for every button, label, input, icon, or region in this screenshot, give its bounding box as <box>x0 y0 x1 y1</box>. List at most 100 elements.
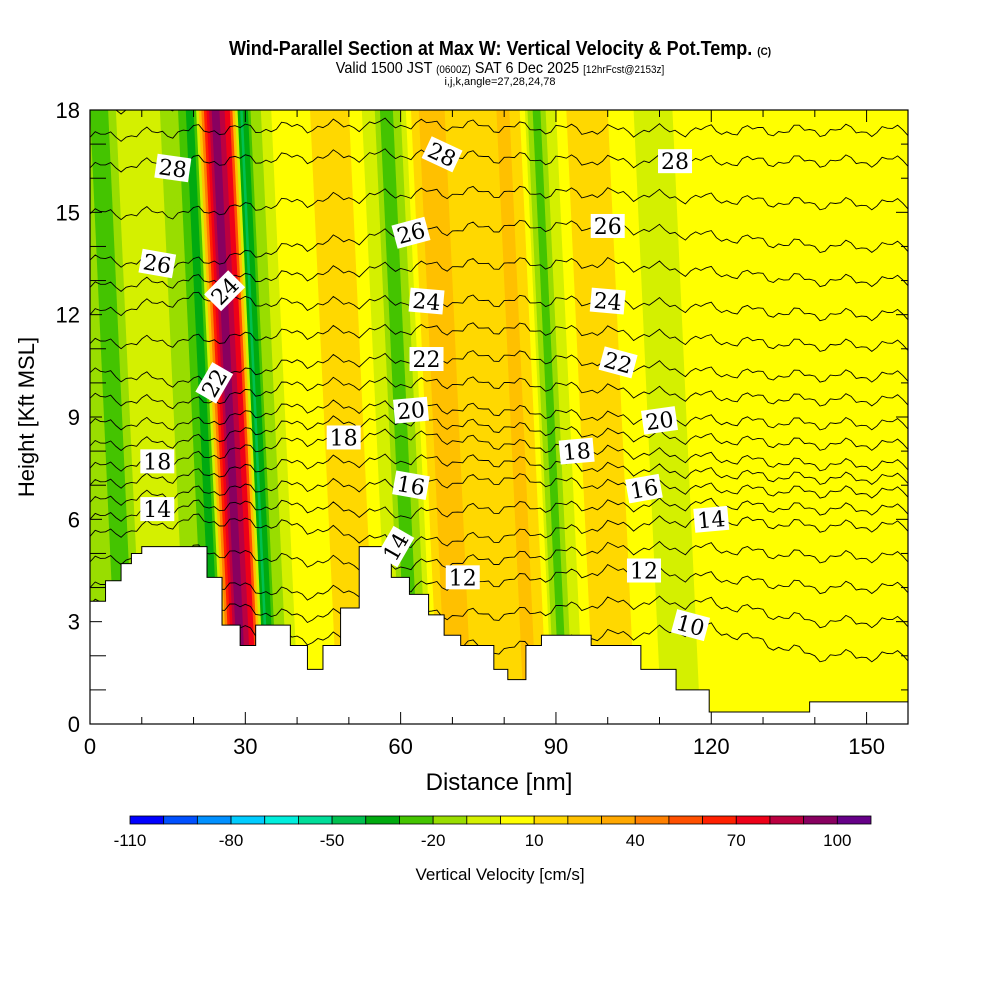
velocity-cell <box>216 110 248 724</box>
velocity-cell <box>747 110 779 724</box>
contour-label-bg <box>598 346 638 379</box>
contour-label-bg <box>376 525 415 568</box>
velocity-cell <box>237 110 269 724</box>
velocity-cell <box>819 110 852 724</box>
velocity-cell <box>783 110 815 724</box>
contour-label-22: 22 <box>598 346 638 380</box>
theta-contour-29 <box>90 117 908 142</box>
theta-contour-16 <box>90 473 908 506</box>
contour-label-text: 18 <box>330 426 358 451</box>
velocity-cell <box>260 110 292 724</box>
chart-subtitle: Valid 1500 JST (0600Z) SAT 6 Dec 2025 [1… <box>50 60 950 78</box>
contour-label-bg <box>140 449 175 474</box>
chart-title: Wind-Parallel Section at Max W: Vertical… <box>50 38 950 61</box>
velocity-cell <box>273 110 305 724</box>
theta-contour-27 <box>90 185 908 221</box>
contour-label-bg <box>326 425 361 450</box>
y-tick-label: 9 <box>68 405 80 430</box>
contour-label-text: 28 <box>661 150 689 175</box>
contour-label-bg <box>391 216 431 249</box>
velocity-cell <box>460 110 492 724</box>
velocity-cell <box>669 110 701 724</box>
velocity-cell <box>869 110 901 724</box>
colorbar-swatch <box>668 815 703 825</box>
velocity-cell <box>775 110 808 724</box>
terrain <box>89 546 909 725</box>
contour-label-bg <box>626 558 661 583</box>
colorbar-swatch <box>836 815 872 825</box>
contour-label-text: 18 <box>143 450 171 475</box>
grid-indices: i,j,k,angle=27,28,24,78 <box>444 76 556 88</box>
colorbar-swatch <box>432 815 468 825</box>
velocity-cell <box>222 110 254 724</box>
velocity-cell <box>504 110 536 724</box>
velocity-cell <box>278 110 311 724</box>
y-tick-label: 6 <box>68 507 80 532</box>
contour-label-bg <box>409 347 444 372</box>
x-tick-label: 120 <box>693 734 730 759</box>
velocity-cell <box>310 110 342 724</box>
velocity-cell <box>328 110 360 724</box>
velocity-cell <box>322 110 355 724</box>
velocity-cell <box>667 110 699 724</box>
velocity-cell <box>219 110 251 724</box>
colorbar-swatch <box>735 815 771 825</box>
velocity-cell <box>845 110 878 724</box>
colorbar-swatch <box>298 815 333 825</box>
velocity-cell <box>188 110 220 724</box>
velocity-cell <box>791 110 823 724</box>
velocity-cell <box>462 110 494 724</box>
contour-label-12: 12 <box>445 565 480 591</box>
contour-label-text: 14 <box>696 507 726 534</box>
velocity-cell <box>561 110 593 724</box>
contour-label-text: 14 <box>143 498 171 523</box>
velocity-cell <box>548 110 580 724</box>
velocity-cell <box>856 110 888 724</box>
velocity-cell <box>286 110 318 724</box>
velocity-cell <box>825 110 857 724</box>
velocity-cell <box>514 110 546 724</box>
velocity-cell <box>861 110 893 724</box>
colorbar-swatch <box>264 815 299 825</box>
velocity-cell <box>729 110 761 724</box>
velocity-cell <box>501 110 533 724</box>
velocity-cell <box>781 110 813 724</box>
velocity-cell <box>304 110 336 724</box>
velocity-cell <box>672 110 704 724</box>
contour-label-text: 26 <box>594 215 622 240</box>
velocity-cell <box>843 110 875 724</box>
theta-contour-18 <box>90 428 908 472</box>
contour-label-28: 28 <box>154 153 192 184</box>
velocity-cell <box>879 110 908 724</box>
contour-label-text: 20 <box>644 408 675 437</box>
velocity-cell <box>664 110 696 724</box>
contour-label-bg <box>408 287 445 315</box>
colorbar-swatch <box>466 815 501 825</box>
velocity-cell <box>897 110 908 338</box>
contour-label-text: 24 <box>411 289 441 316</box>
velocity-cell <box>752 110 784 724</box>
velocity-cell <box>247 110 280 724</box>
contour-label-bg <box>195 362 234 404</box>
contour-label-bg <box>140 497 175 522</box>
colorbar-swatch <box>399 815 434 825</box>
velocity-cell <box>871 110 903 724</box>
velocity-cell <box>524 110 557 724</box>
colorbar-tick-label: -80 <box>219 831 244 850</box>
velocity-cell <box>224 110 256 724</box>
contour-label-text: 18 <box>562 439 592 466</box>
velocity-cell <box>853 110 885 724</box>
velocity-cell <box>760 110 792 724</box>
velocity-cell <box>581 110 613 724</box>
velocity-cell <box>721 110 753 724</box>
y-tick-label: 0 <box>68 712 80 737</box>
colorbar-swatch <box>230 815 266 825</box>
velocity-cell <box>193 110 225 724</box>
velocity-cell <box>858 110 890 724</box>
velocity-cell <box>532 110 564 724</box>
y-tick-label: 12 <box>56 303 80 328</box>
contour-label-22: 22 <box>409 347 444 373</box>
velocity-cell <box>809 110 841 724</box>
velocity-cell <box>744 110 777 724</box>
